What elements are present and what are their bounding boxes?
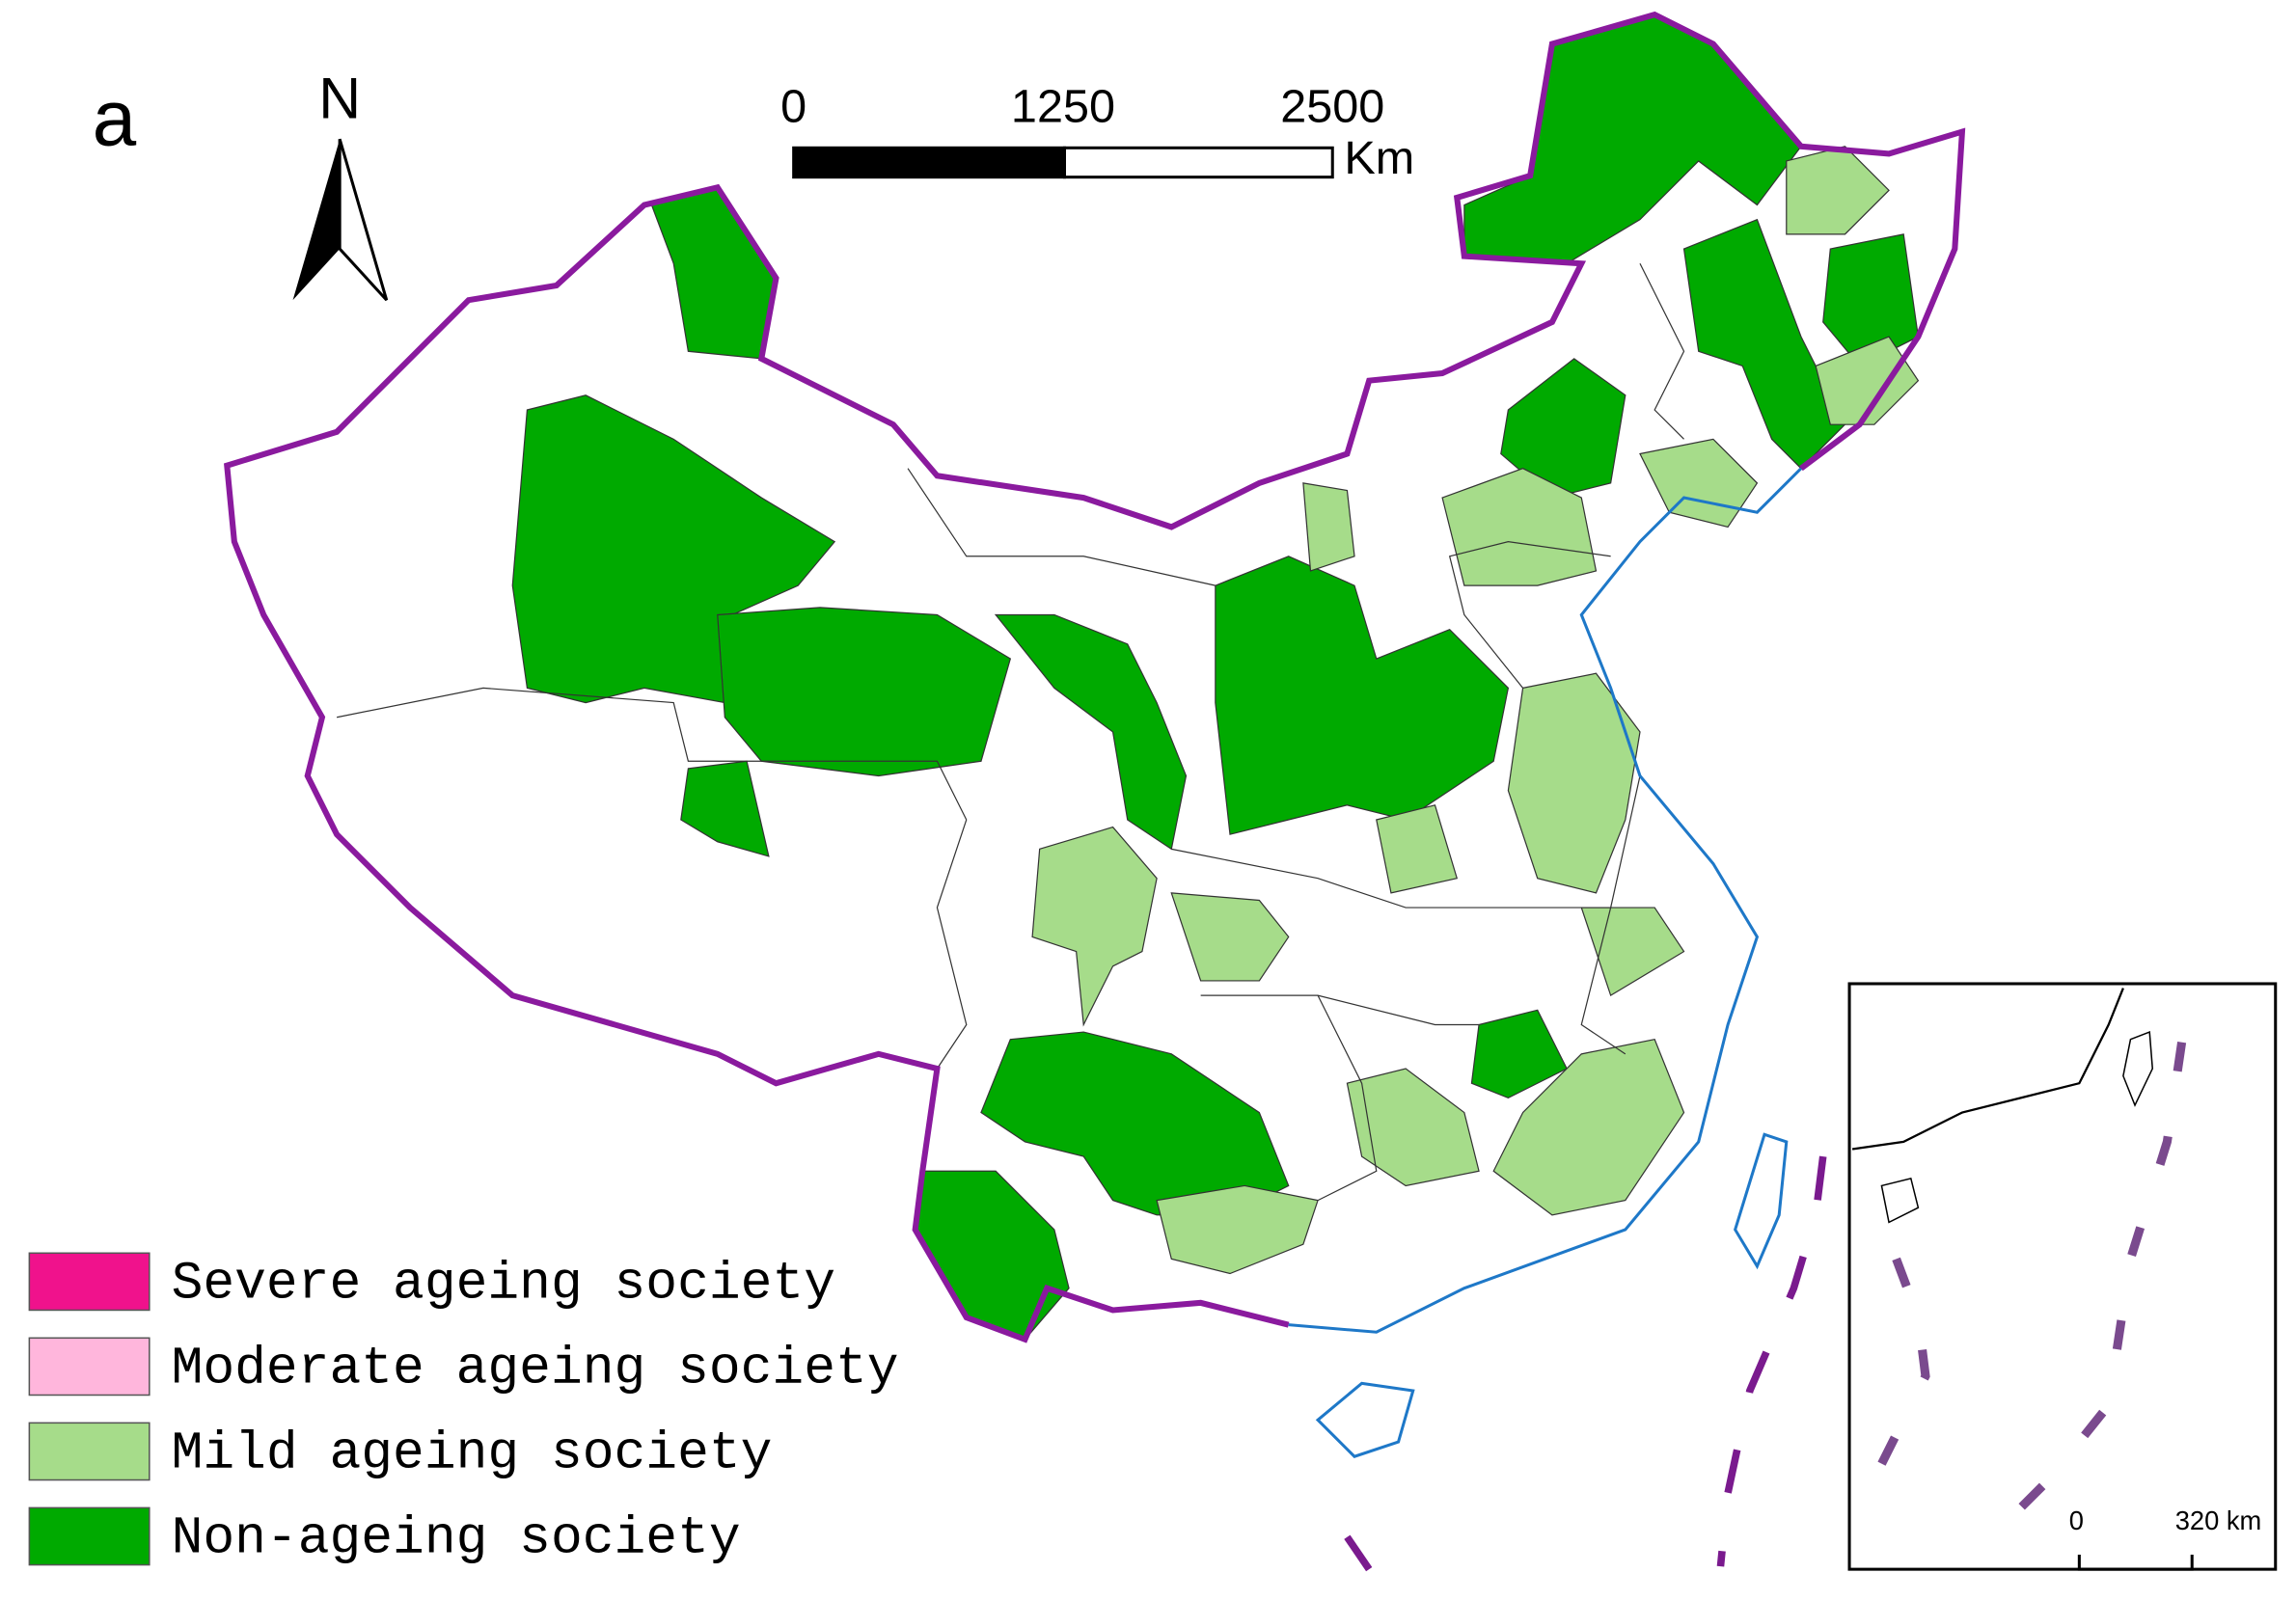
scale-label: 1250 (1011, 81, 1115, 133)
legend-label: Mild ageing society (172, 1425, 773, 1484)
legend-swatch (28, 1422, 150, 1481)
inset-taiwan (2122, 1031, 2154, 1107)
legend-label: Severe ageing society (172, 1256, 835, 1315)
inset-hainan (1880, 1177, 1920, 1224)
inset-frame (1847, 982, 2278, 1571)
legend-swatch (28, 1252, 150, 1312)
maritime-line (1344, 1155, 1827, 1572)
legend-label: Non-ageing society (172, 1510, 741, 1569)
legend-label: Moderate ageing society (172, 1341, 899, 1399)
inset-scale-bar (2077, 1554, 2194, 1571)
inset-maritime-line (1870, 1042, 2187, 1556)
scale-label: 2500 (1280, 81, 1384, 133)
province-borders (336, 262, 1685, 1202)
panel-label: a (93, 75, 137, 163)
mild-ageing-regions (1031, 146, 1920, 1275)
scale-labels: 0 1250 2500 (780, 81, 1384, 133)
legend-swatch (28, 1337, 150, 1397)
scale-label: 0 (780, 81, 806, 133)
inset: 0 320 km (1847, 982, 2278, 1571)
coastline (1288, 467, 1803, 1334)
inset-scale-label: 320 km (2175, 1505, 2262, 1535)
scale-bar-white (1062, 146, 1334, 179)
north-arrow-left (292, 139, 341, 301)
scale-unit: Km (1344, 132, 1414, 184)
scale-bar-black (792, 146, 1067, 179)
taiwan (1734, 1132, 1789, 1270)
hainan (1315, 1381, 1415, 1458)
legend: Severe ageing society Moderate ageing soc… (28, 1252, 899, 1569)
north-label: N (318, 65, 361, 130)
inset-coast (1851, 988, 2124, 1151)
land-border (224, 11, 1966, 1343)
inset-scale-label: 0 (2069, 1505, 2084, 1535)
legend-swatch (28, 1506, 150, 1566)
north-arrow-right (338, 138, 389, 302)
